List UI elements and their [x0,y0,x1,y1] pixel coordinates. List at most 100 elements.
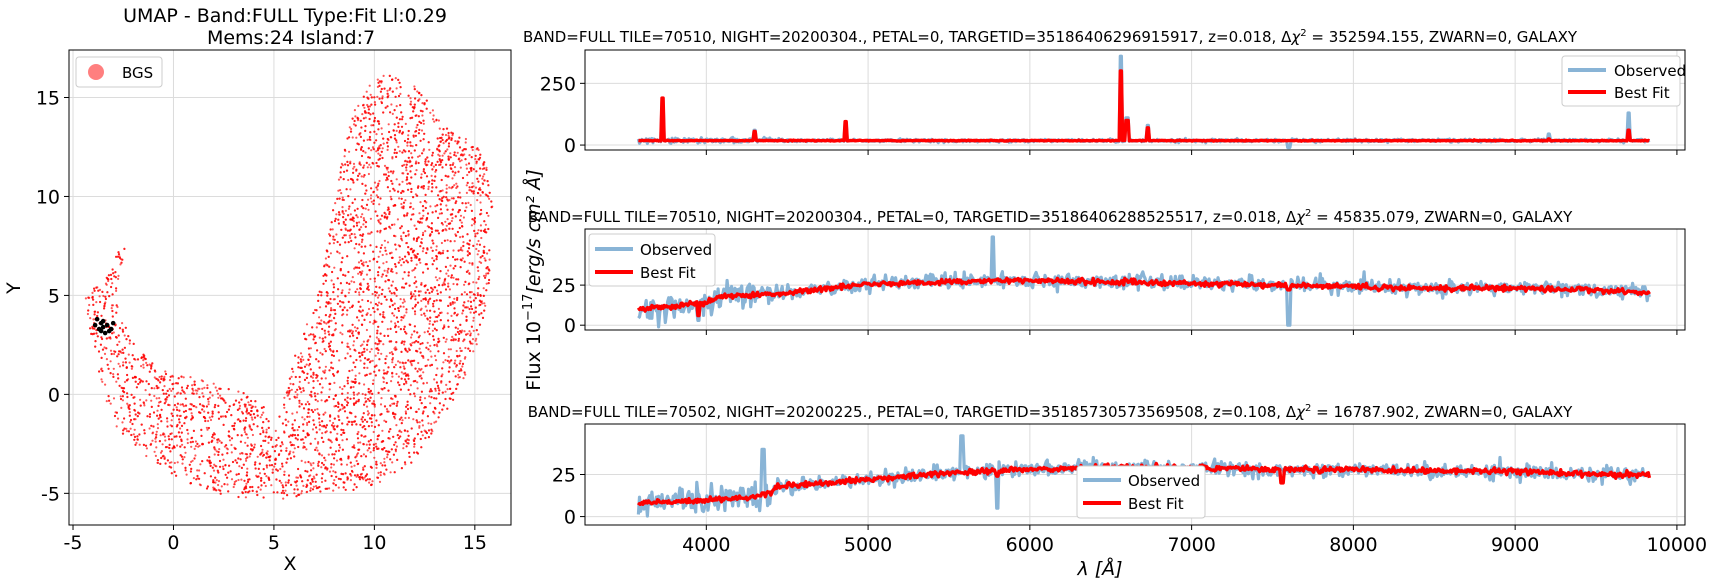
umap-point [446,407,449,410]
umap-point [330,221,333,224]
umap-point [208,396,211,399]
umap-point [289,382,292,385]
umap-point [361,198,364,202]
umap-point [383,334,386,337]
umap-point [316,449,319,452]
umap-point [451,163,454,166]
umap-point [103,302,106,305]
umap-point [430,246,433,249]
umap-point [376,85,379,88]
umap-point [157,379,160,382]
umap-point [436,345,439,348]
umap-point [389,195,392,198]
umap-point [379,218,382,221]
umap-point [386,89,389,92]
umap-point [478,260,481,263]
umap-point [349,162,352,165]
umap-point [468,330,471,333]
umap-point [347,291,350,294]
umap-point [244,496,247,499]
umap-point [393,471,396,474]
umap-point [413,85,416,88]
umap-point [310,464,313,467]
umap-point [217,404,220,407]
umap-point [352,444,356,447]
umap-point [416,387,419,390]
umap-point [335,350,339,353]
umap-point [382,313,385,316]
umap-point [309,347,312,350]
umap-point [461,329,464,332]
umap-point [214,386,217,389]
umap-point [386,186,389,189]
umap-point [288,389,291,392]
umap-point [132,342,135,345]
umap-point [421,434,424,437]
umap-point [282,497,285,500]
umap-point [447,282,450,285]
umap-point [235,461,239,464]
umap-point [321,461,324,465]
umap-point [192,389,195,392]
umap-point [241,452,244,455]
umap-point [340,162,343,165]
umap-point [328,265,331,268]
umap-point [114,276,117,279]
umap-point [184,469,187,472]
umap-point [383,387,386,390]
umap-point [308,393,311,397]
umap-point [353,420,356,423]
umap-point [407,274,410,277]
umap-point [342,473,345,476]
umap-point [328,419,332,422]
umap-point [403,214,406,217]
umap-point [375,161,378,165]
umap-point [173,404,176,407]
umap-point [488,191,491,194]
umap-point [313,392,316,395]
umap-point [483,257,486,260]
umap-point [445,229,448,232]
umap-point [132,433,135,436]
umap-point [193,457,196,460]
umap-point [474,158,477,161]
umap-point [394,450,397,453]
umap-point [164,439,167,442]
umap-point [442,336,445,339]
umap-point [472,192,475,195]
umap-point [320,391,323,394]
umap-point [320,466,323,469]
umap-point [369,439,372,442]
umap-point [302,387,305,390]
umap-point [373,130,376,133]
umap-point [248,425,251,428]
umap-point [408,348,411,352]
umap-point [199,484,202,487]
umap-point [293,492,296,495]
umap-point [155,377,158,380]
umap-point [354,456,357,459]
umap-point [315,309,318,312]
umap-point [441,133,444,136]
umap-point [111,282,114,285]
umap-point [253,443,256,446]
umap-point [382,343,385,346]
umap-point [382,137,385,140]
umap-point [297,467,300,471]
umap-point [238,407,241,410]
umap-point [356,327,359,330]
umap-point [395,116,398,119]
umap-point [396,458,399,461]
umap-point [382,380,385,384]
umap-point [346,345,349,348]
umap-point [454,264,457,268]
umap-point [140,423,143,426]
umap-point [390,448,393,451]
umap-point [321,432,324,435]
umap-point [286,457,289,460]
umap-point [320,377,323,380]
umap-point [362,453,365,456]
umap-point [163,375,166,378]
umap-point [186,441,189,445]
